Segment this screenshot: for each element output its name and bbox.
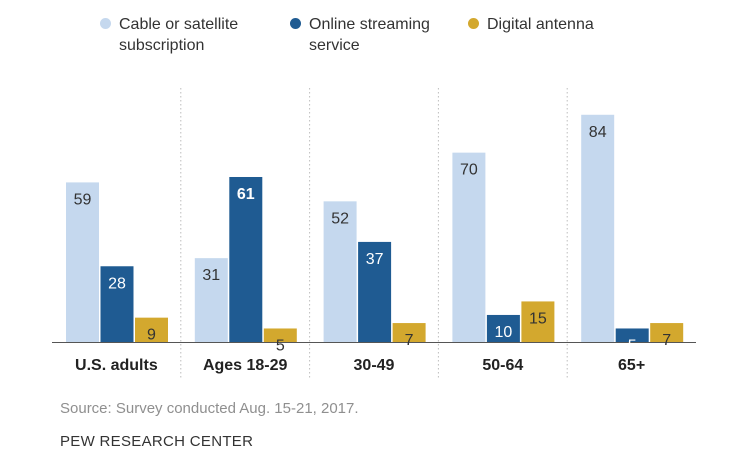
legend-item-streaming: Online streaming service <box>290 14 430 56</box>
data-label-streaming-u-s-adults: 28 <box>108 275 126 292</box>
data-label-antenna-ages-18-29: 5 <box>276 337 285 354</box>
category-label-50-64: 50-64 <box>482 357 523 374</box>
bar-cable-30-49 <box>323 201 357 342</box>
bar-cable-65 <box>581 114 615 342</box>
bar-antenna-65 <box>650 323 684 342</box>
category-label-30-49: 30-49 <box>354 357 395 374</box>
legend-item-antenna: Digital antenna <box>468 14 594 35</box>
data-label-cable-30-49: 52 <box>331 210 349 227</box>
bar-streaming-u-s-adults <box>100 266 134 342</box>
bar-cable-u-s-adults <box>66 182 99 342</box>
bar-cable-ages-18-29 <box>194 258 228 342</box>
bar-antenna-30-49 <box>392 323 426 342</box>
data-label-antenna-65: 7 <box>662 332 671 349</box>
legend-label-streaming: Online streaming service <box>309 16 430 54</box>
data-label-antenna-30-49: 7 <box>405 332 414 349</box>
legend-label-antenna: Digital antenna <box>487 16 594 33</box>
data-label-cable-ages-18-29: 31 <box>202 267 220 284</box>
bar-antenna-50-64 <box>521 301 555 342</box>
data-label-streaming-65: 5 <box>628 337 637 354</box>
bar-antenna-u-s-adults <box>135 317 168 342</box>
data-label-streaming-ages-18-29: 61 <box>237 186 255 203</box>
data-label-streaming-50-64: 10 <box>495 324 513 341</box>
category-label-u-s-adults: U.S. adults <box>75 357 158 374</box>
data-label-streaming-30-49: 37 <box>366 251 384 268</box>
legend-item-cable: Cable or satellite subscription <box>100 14 238 56</box>
bar-streaming-ages-18-29 <box>229 176 263 342</box>
bar-chart: 59 28 9 U.S. adults 31 61 5 Ages 18-29 52 37 7 30-4… <box>52 88 696 378</box>
data-label-cable-u-s-adults: 59 <box>74 191 92 208</box>
legend: Cable or satellite subscription Online st… <box>100 14 660 64</box>
data-label-cable-50-64: 70 <box>460 162 478 179</box>
category-label-ages-18-29: Ages 18-29 <box>203 357 288 374</box>
bar-streaming-50-64 <box>486 314 520 342</box>
category-label-65: 65+ <box>618 357 645 374</box>
legend-swatch-streaming <box>290 18 301 29</box>
bar-streaming-30-49 <box>358 241 392 342</box>
data-label-antenna-u-s-adults: 9 <box>147 327 156 344</box>
source-note: Source: Survey conducted Aug. 15-21, 201… <box>60 400 359 417</box>
legend-swatch-cable <box>100 18 111 29</box>
legend-swatch-antenna <box>468 18 479 29</box>
data-label-antenna-50-64: 15 <box>529 310 547 327</box>
organization-name: PEW RESEARCH CENTER <box>60 433 254 450</box>
legend-label-cable: Cable or satellite subscription <box>119 16 239 54</box>
bar-streaming-65 <box>615 328 649 342</box>
bar-cable-50-64 <box>452 152 486 342</box>
data-label-cable-65: 84 <box>589 124 607 141</box>
bar-antenna-ages-18-29 <box>263 328 297 342</box>
